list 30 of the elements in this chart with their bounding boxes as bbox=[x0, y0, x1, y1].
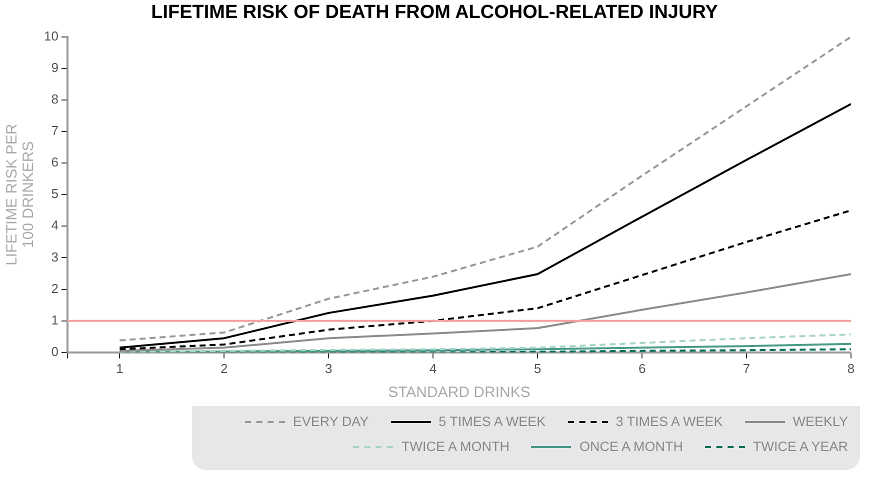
y-tick-label: 5 bbox=[51, 186, 58, 202]
y-tick-label: 8 bbox=[51, 92, 58, 106]
y-tick-label: 3 bbox=[51, 249, 58, 264]
y-tick-label: 7 bbox=[51, 123, 58, 138]
y-tick-label: 2 bbox=[51, 280, 58, 296]
y-tick-label: 6 bbox=[51, 154, 58, 170]
legend-label: ONCE A MONTH bbox=[579, 439, 683, 454]
legend-label: TWICE A YEAR bbox=[752, 439, 848, 454]
legend-label: 3 TIMES A WEEK bbox=[616, 414, 723, 429]
x-tick-label: 8 bbox=[847, 360, 855, 376]
legend-label: EVERY DAY bbox=[292, 414, 369, 429]
x-tick-label: 2 bbox=[220, 360, 228, 376]
x-tick-label: 1 bbox=[116, 360, 124, 376]
x-axis-title: STANDARD DRINKS bbox=[388, 384, 530, 402]
x-tick-label: 6 bbox=[638, 360, 646, 376]
x-tick-label: 5 bbox=[534, 360, 542, 376]
y-tick-label: 9 bbox=[51, 60, 58, 75]
x-tick-label: 7 bbox=[742, 360, 750, 376]
legend-label: 5 TIMES A WEEK bbox=[438, 414, 546, 429]
y-tick-label: 10 bbox=[44, 28, 58, 44]
x-tick-label: 3 bbox=[325, 360, 332, 376]
chart-title: LIFETIME RISK OF DEATH FROM ALCOHOL-RELATED INJURY bbox=[150, 1, 719, 25]
legend-label: WEEKLY bbox=[792, 414, 848, 429]
x-tick-label: 4 bbox=[429, 360, 437, 376]
y-tick-label: 4 bbox=[51, 218, 58, 233]
y-tick-label: 1 bbox=[51, 312, 58, 328]
line-series bbox=[118, 36, 851, 342]
legend-label: TWICE A MONTH bbox=[401, 439, 510, 454]
y-axis-title: LIFETIME RISK PER 100 DRINKERS bbox=[3, 124, 37, 266]
y-tick-label: 0 bbox=[51, 344, 58, 359]
